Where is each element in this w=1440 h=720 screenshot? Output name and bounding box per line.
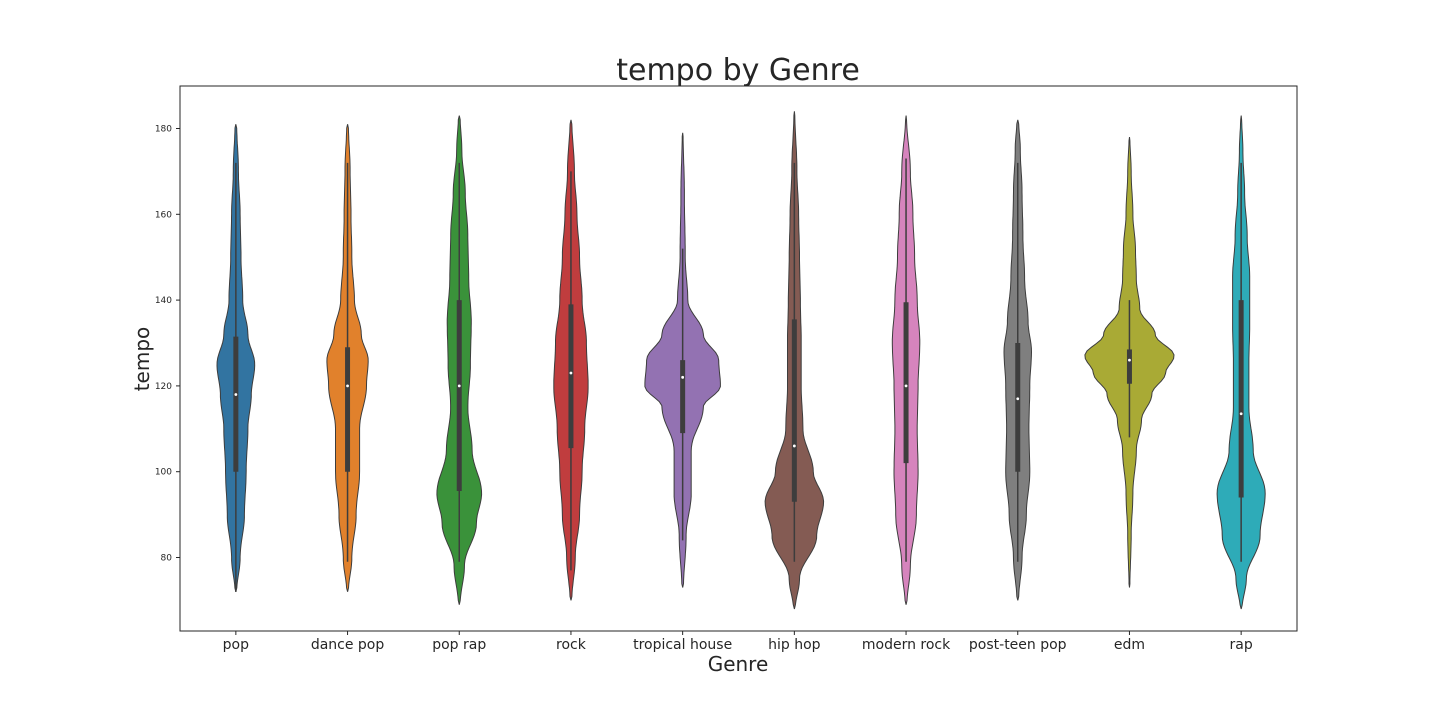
violins-group — [216, 111, 1266, 610]
violin-post-teen-pop — [1003, 119, 1033, 601]
y-tick-label: 100 — [155, 468, 172, 478]
violin-median-point — [346, 384, 349, 388]
violin-rock — [553, 119, 589, 601]
violin-edm — [1084, 137, 1175, 588]
x-tick-label: dance pop — [311, 637, 385, 653]
x-tick-label: pop — [223, 637, 249, 653]
y-tick-label: 180 — [155, 125, 172, 135]
violin-median-point — [1016, 397, 1020, 401]
violin-modern-rock — [891, 115, 921, 605]
y-axis-label: tempo — [130, 327, 154, 392]
violin-dance-pop — [326, 124, 369, 592]
x-tick-label: pop rap — [432, 637, 486, 653]
violin-rap — [1216, 115, 1266, 610]
violin-median-point — [457, 384, 461, 388]
violin-median-point — [569, 371, 573, 375]
x-axis-ticks: pop dance pop pop rap rock tropical house hip… — [223, 631, 1253, 653]
y-tick-label: 160 — [155, 210, 172, 220]
violin-tropical-house — [644, 132, 721, 588]
x-tick-label: rock — [556, 637, 587, 653]
x-tick-label: hip hop — [768, 637, 821, 653]
violin-median-point — [904, 384, 908, 388]
violin-pop — [216, 124, 256, 592]
chart-title: tempo by Genre — [616, 53, 860, 88]
plot-area — [179, 85, 1298, 632]
x-tick-label: edm — [1114, 637, 1145, 653]
x-tick-label: post-teen pop — [969, 637, 1067, 653]
x-tick-label: tropical house — [633, 637, 732, 653]
violin-median-point — [234, 393, 238, 396]
x-tick-label: rap — [1230, 637, 1253, 653]
violin-pop-rap — [436, 115, 483, 605]
x-axis-label: Genre — [708, 652, 769, 676]
violin-median-point — [1239, 412, 1243, 416]
violin-median-point — [1128, 358, 1131, 362]
violin-median-point — [792, 444, 796, 448]
violin-hip-hop — [764, 111, 825, 610]
violin-median-point — [681, 375, 685, 379]
y-tick-label: 120 — [155, 382, 172, 392]
y-tick-label: 140 — [155, 296, 172, 306]
x-tick-label: modern rock — [862, 637, 951, 653]
y-tick-label: 80 — [161, 554, 173, 564]
y-axis-ticks: 80 100 120 140 160 180 — [155, 125, 180, 564]
